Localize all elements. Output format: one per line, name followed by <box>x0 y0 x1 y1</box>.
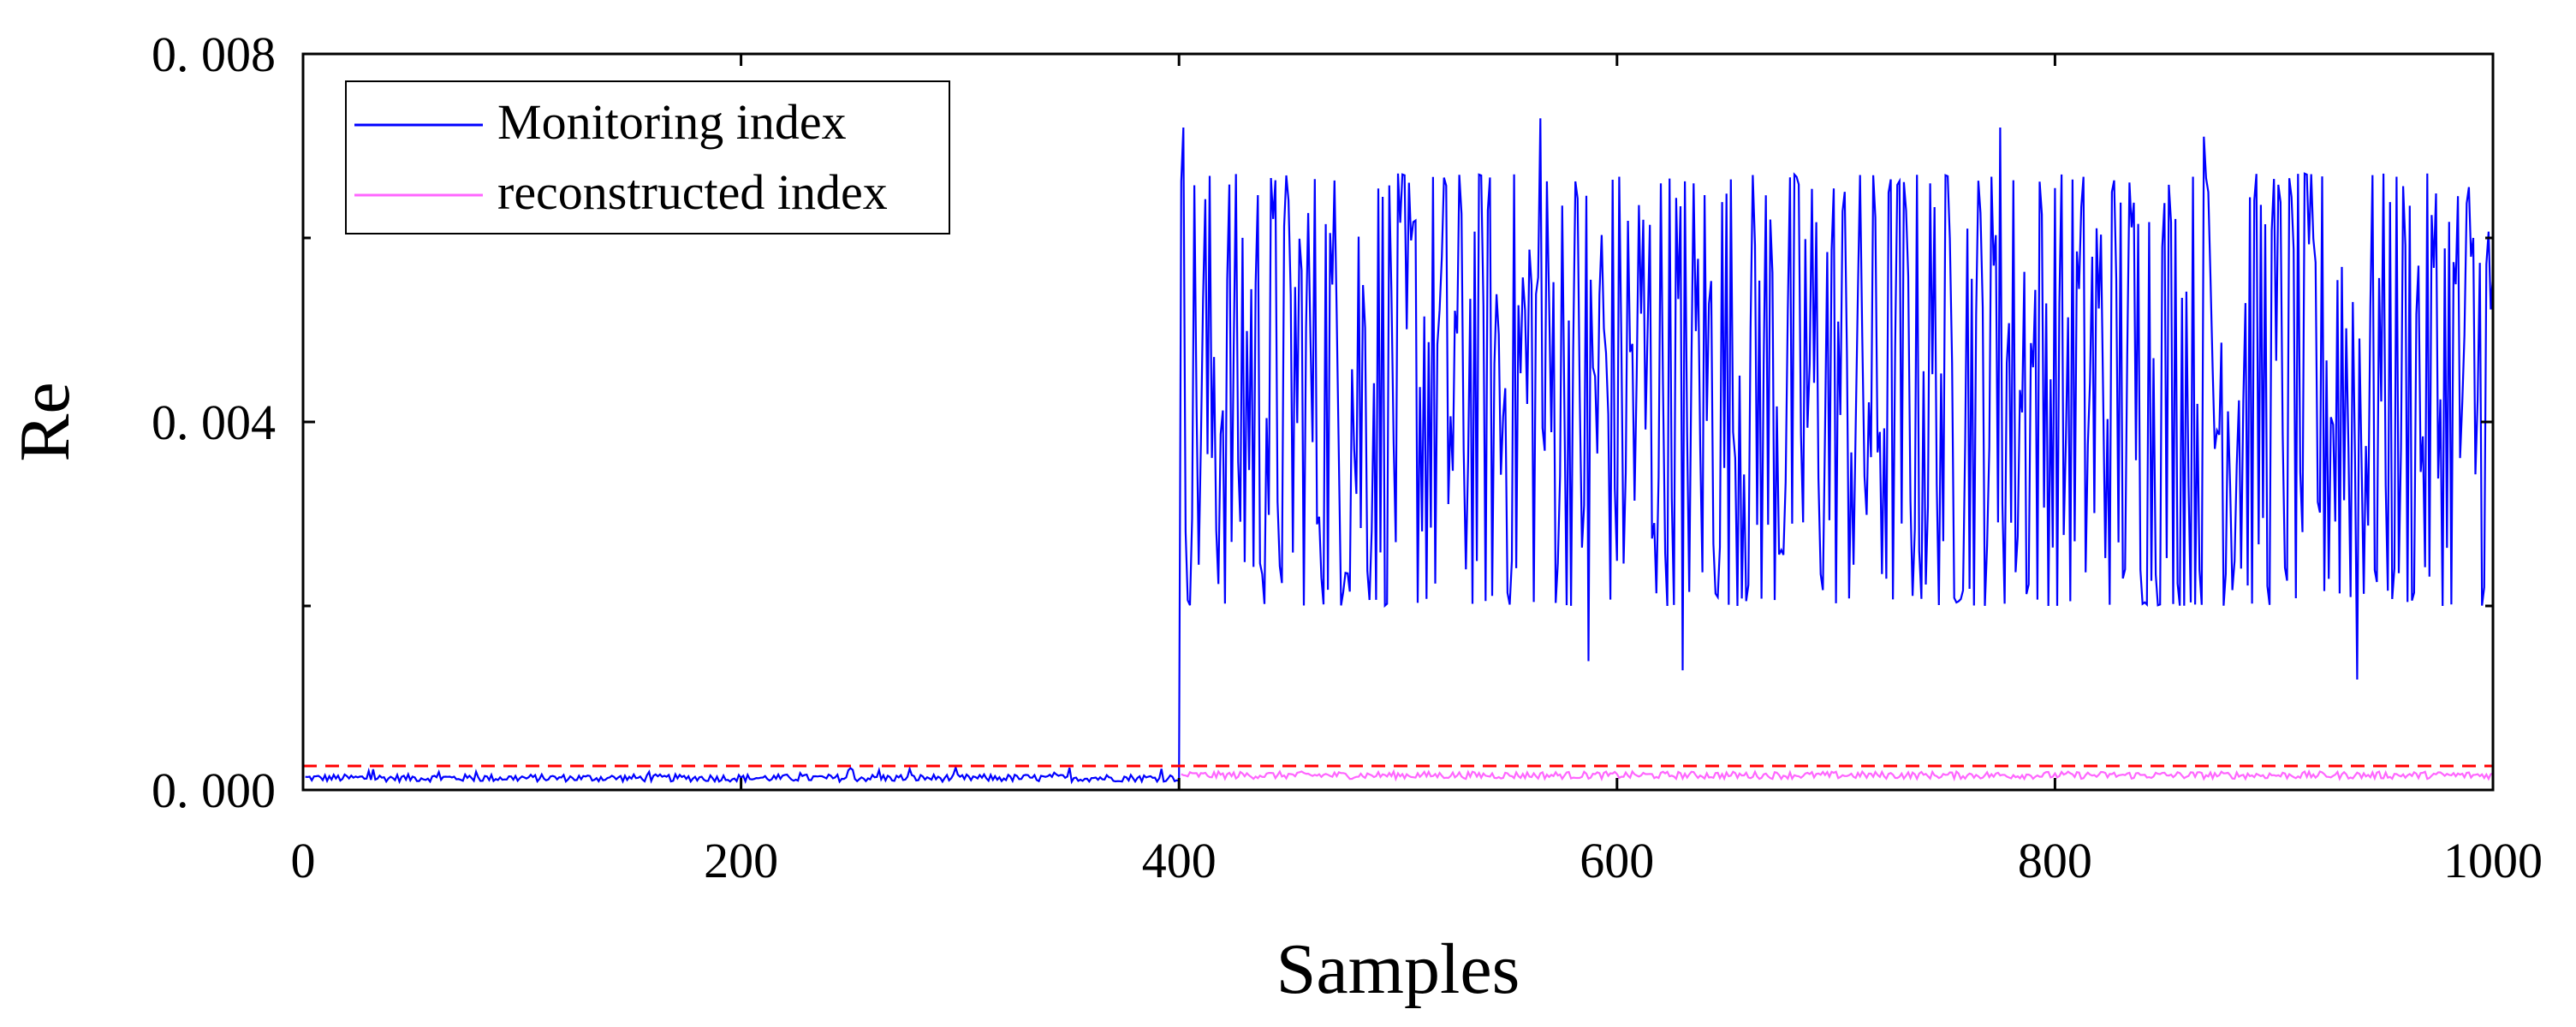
x-axis-title: Samples <box>1276 929 1520 1009</box>
x-tick-label: 600 <box>1580 833 1654 888</box>
axis-tick-labels: 0 200 400 600 800 1000 0. 000 0. 004 0. 008 <box>152 27 2543 888</box>
y-tick-label: 0. 004 <box>152 395 276 450</box>
y-tick-label: 0. 000 <box>152 763 276 818</box>
legend-label-monitoring-index: Monitoring index <box>497 94 847 150</box>
y-tick-label: 0. 008 <box>152 27 276 82</box>
series-line-monitoring-index <box>305 118 2495 785</box>
legend-label-reconstructed-index: reconstructed index <box>497 164 888 220</box>
x-tick-label: 800 <box>2018 833 2092 888</box>
axis-ticks <box>301 52 2495 792</box>
x-tick-label: 400 <box>1142 833 1217 888</box>
x-tick-label: 0 <box>291 833 316 888</box>
y-axis-title: Re <box>5 382 85 461</box>
legend: Monitoring index reconstructed index <box>345 80 950 234</box>
x-tick-label: 200 <box>704 833 778 888</box>
legend-box <box>345 80 950 234</box>
plot-lines <box>303 118 2495 785</box>
x-tick-label: 1000 <box>2443 833 2543 888</box>
series-line-reconstructed-index <box>1181 769 2494 782</box>
